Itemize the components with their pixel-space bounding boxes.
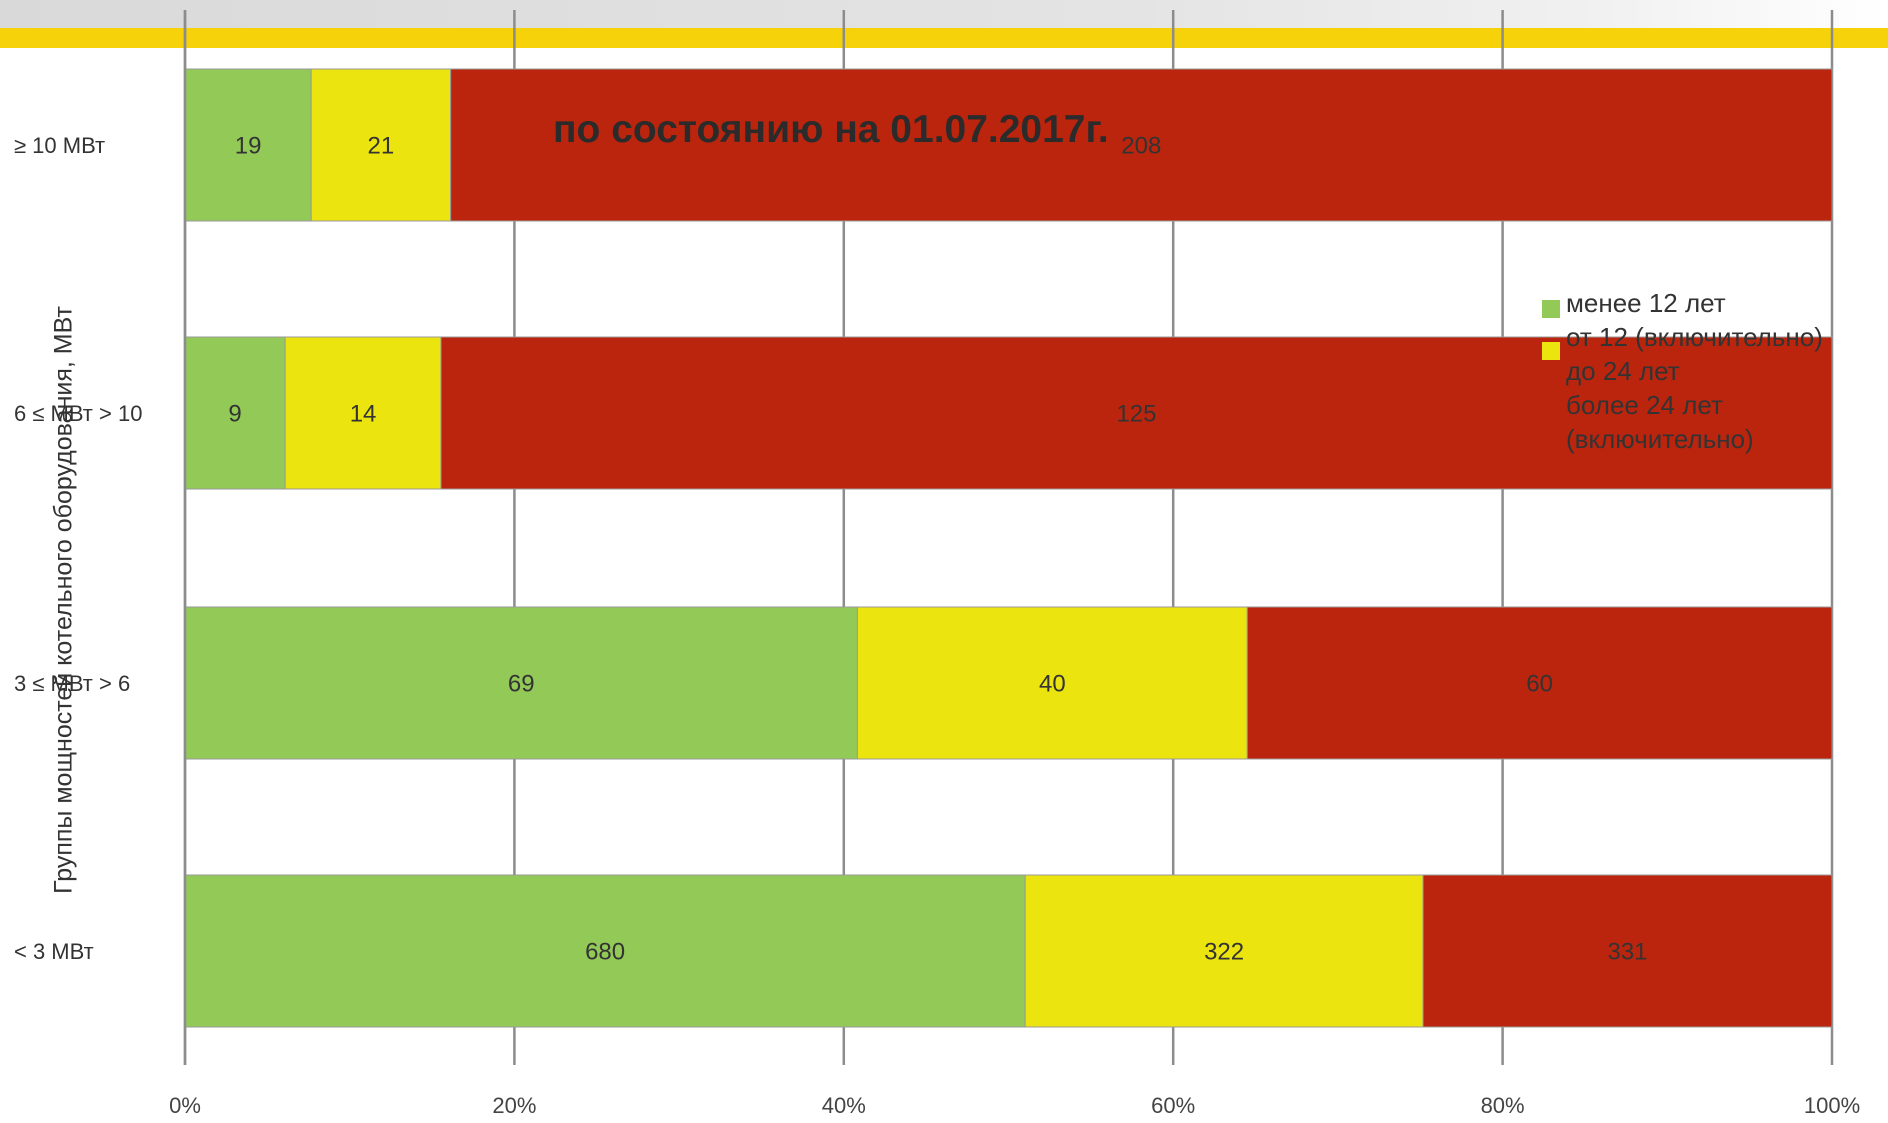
x-tick-label: 100%	[1804, 1093, 1860, 1118]
bar-segment	[1422, 874, 1833, 1028]
accent-stripe	[0, 28, 1888, 48]
legend-label: более 24 лет	[1566, 390, 1723, 420]
data-label: 680	[585, 938, 625, 965]
data-label: 322	[1204, 938, 1244, 965]
x-tick-label: 20%	[492, 1093, 536, 1118]
data-label: 331	[1607, 938, 1647, 965]
y-axis-title: Группы мощностей котельного оборудования…	[49, 306, 78, 894]
data-label: 21	[368, 132, 395, 159]
bar-segment	[1024, 874, 1424, 1028]
legend-label: (включительно)	[1566, 424, 1754, 454]
data-label: 208	[1121, 132, 1161, 159]
legend-swatch	[1542, 300, 1560, 318]
bar-segment	[310, 68, 452, 222]
x-tick-label: 0%	[169, 1093, 201, 1118]
x-tick-label: 60%	[1151, 1093, 1195, 1118]
legend-label: от 12 (включительно)	[1566, 322, 1823, 352]
legend-label: менее 12 лет	[1566, 288, 1726, 318]
x-tick-label: 40%	[822, 1093, 866, 1118]
legend-swatch	[1542, 402, 1560, 420]
category-label: ≥ 10 МВт	[14, 133, 105, 158]
data-label: 14	[350, 400, 377, 427]
data-label: 9	[228, 400, 241, 427]
bar-segment	[284, 336, 442, 490]
data-label: 69	[508, 670, 535, 697]
legend-label: до 24 лет	[1566, 356, 1680, 386]
category-label: 3 ≤ МВт > 6	[14, 671, 130, 696]
data-label: 60	[1526, 670, 1553, 697]
data-label: 40	[1039, 670, 1066, 697]
x-tick-label: 80%	[1481, 1093, 1525, 1118]
bar-segment	[184, 336, 286, 490]
category-label: 6 ≤ МВт > 10	[14, 401, 142, 426]
data-label: 19	[235, 132, 262, 159]
chart-title: по состоянию на 01.07.2017г.	[553, 108, 1109, 151]
bar-segment	[1246, 606, 1833, 760]
bar-segment	[440, 336, 1833, 490]
bar-segment	[450, 68, 1833, 222]
bar-segment	[856, 606, 1248, 760]
bar-segment	[184, 606, 858, 760]
category-label: < 3 МВт	[14, 939, 94, 964]
bar-segment	[184, 874, 1026, 1028]
legend-swatch	[1542, 342, 1560, 360]
data-label: 125	[1116, 400, 1156, 427]
